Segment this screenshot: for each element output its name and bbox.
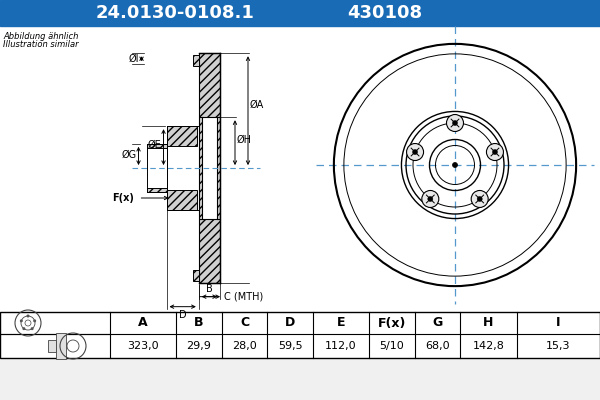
Bar <box>0 26 600 312</box>
Bar <box>56 333 66 359</box>
Text: ØH: ØH <box>237 135 252 145</box>
Bar <box>167 190 197 210</box>
Bar <box>202 117 217 219</box>
Text: E: E <box>337 316 345 330</box>
Circle shape <box>407 144 424 160</box>
Text: B: B <box>194 316 203 330</box>
Circle shape <box>31 327 34 330</box>
Bar <box>199 219 220 283</box>
Text: H: H <box>484 316 494 330</box>
Bar <box>199 117 202 219</box>
Circle shape <box>452 120 458 126</box>
Text: 142,8: 142,8 <box>473 341 505 351</box>
Circle shape <box>33 319 36 322</box>
Text: 15,3: 15,3 <box>546 341 571 351</box>
Circle shape <box>493 150 497 154</box>
Text: ØG: ØG <box>121 150 137 160</box>
Circle shape <box>422 190 439 208</box>
Circle shape <box>26 314 29 318</box>
Text: I: I <box>556 316 560 330</box>
Circle shape <box>20 319 23 322</box>
Text: 68,0: 68,0 <box>425 341 450 351</box>
Circle shape <box>452 162 458 168</box>
Bar <box>146 144 167 148</box>
Text: 323,0: 323,0 <box>127 341 159 351</box>
Bar <box>199 53 220 117</box>
Text: D: D <box>285 316 295 330</box>
Bar <box>146 188 167 192</box>
Text: B: B <box>206 284 213 294</box>
Circle shape <box>477 196 482 202</box>
Circle shape <box>332 42 578 288</box>
Text: A: A <box>138 316 148 330</box>
Text: 5/10: 5/10 <box>380 341 404 351</box>
Text: 59,5: 59,5 <box>278 341 302 351</box>
Circle shape <box>487 144 503 160</box>
Text: 112,0: 112,0 <box>325 341 357 351</box>
Text: ØI: ØI <box>129 54 140 64</box>
Text: C (MTH): C (MTH) <box>224 292 263 302</box>
Circle shape <box>446 114 464 132</box>
Text: 28,0: 28,0 <box>232 341 257 351</box>
Bar <box>167 126 197 146</box>
Bar <box>0 312 600 358</box>
Text: 29,9: 29,9 <box>187 341 211 351</box>
Bar <box>0 0 600 26</box>
Circle shape <box>428 196 433 202</box>
Circle shape <box>471 190 488 208</box>
Text: Illustration similar: Illustration similar <box>3 40 79 49</box>
Bar <box>0 312 600 358</box>
Bar <box>193 270 199 281</box>
Text: Abbildung ähnlich: Abbildung ähnlich <box>3 32 79 41</box>
Circle shape <box>22 327 25 330</box>
Text: ØA: ØA <box>250 100 264 110</box>
Text: F(x): F(x) <box>378 316 406 330</box>
Text: D: D <box>179 310 187 320</box>
Text: C: C <box>240 316 249 330</box>
Text: G: G <box>433 316 443 330</box>
Bar <box>48 340 56 352</box>
Bar <box>193 55 199 66</box>
Text: 430108: 430108 <box>347 4 422 22</box>
Text: F(x): F(x) <box>112 193 134 203</box>
Bar <box>217 117 220 219</box>
Circle shape <box>413 150 418 154</box>
Text: 24.0130-0108.1: 24.0130-0108.1 <box>95 4 254 22</box>
Text: ØE: ØE <box>148 140 161 150</box>
